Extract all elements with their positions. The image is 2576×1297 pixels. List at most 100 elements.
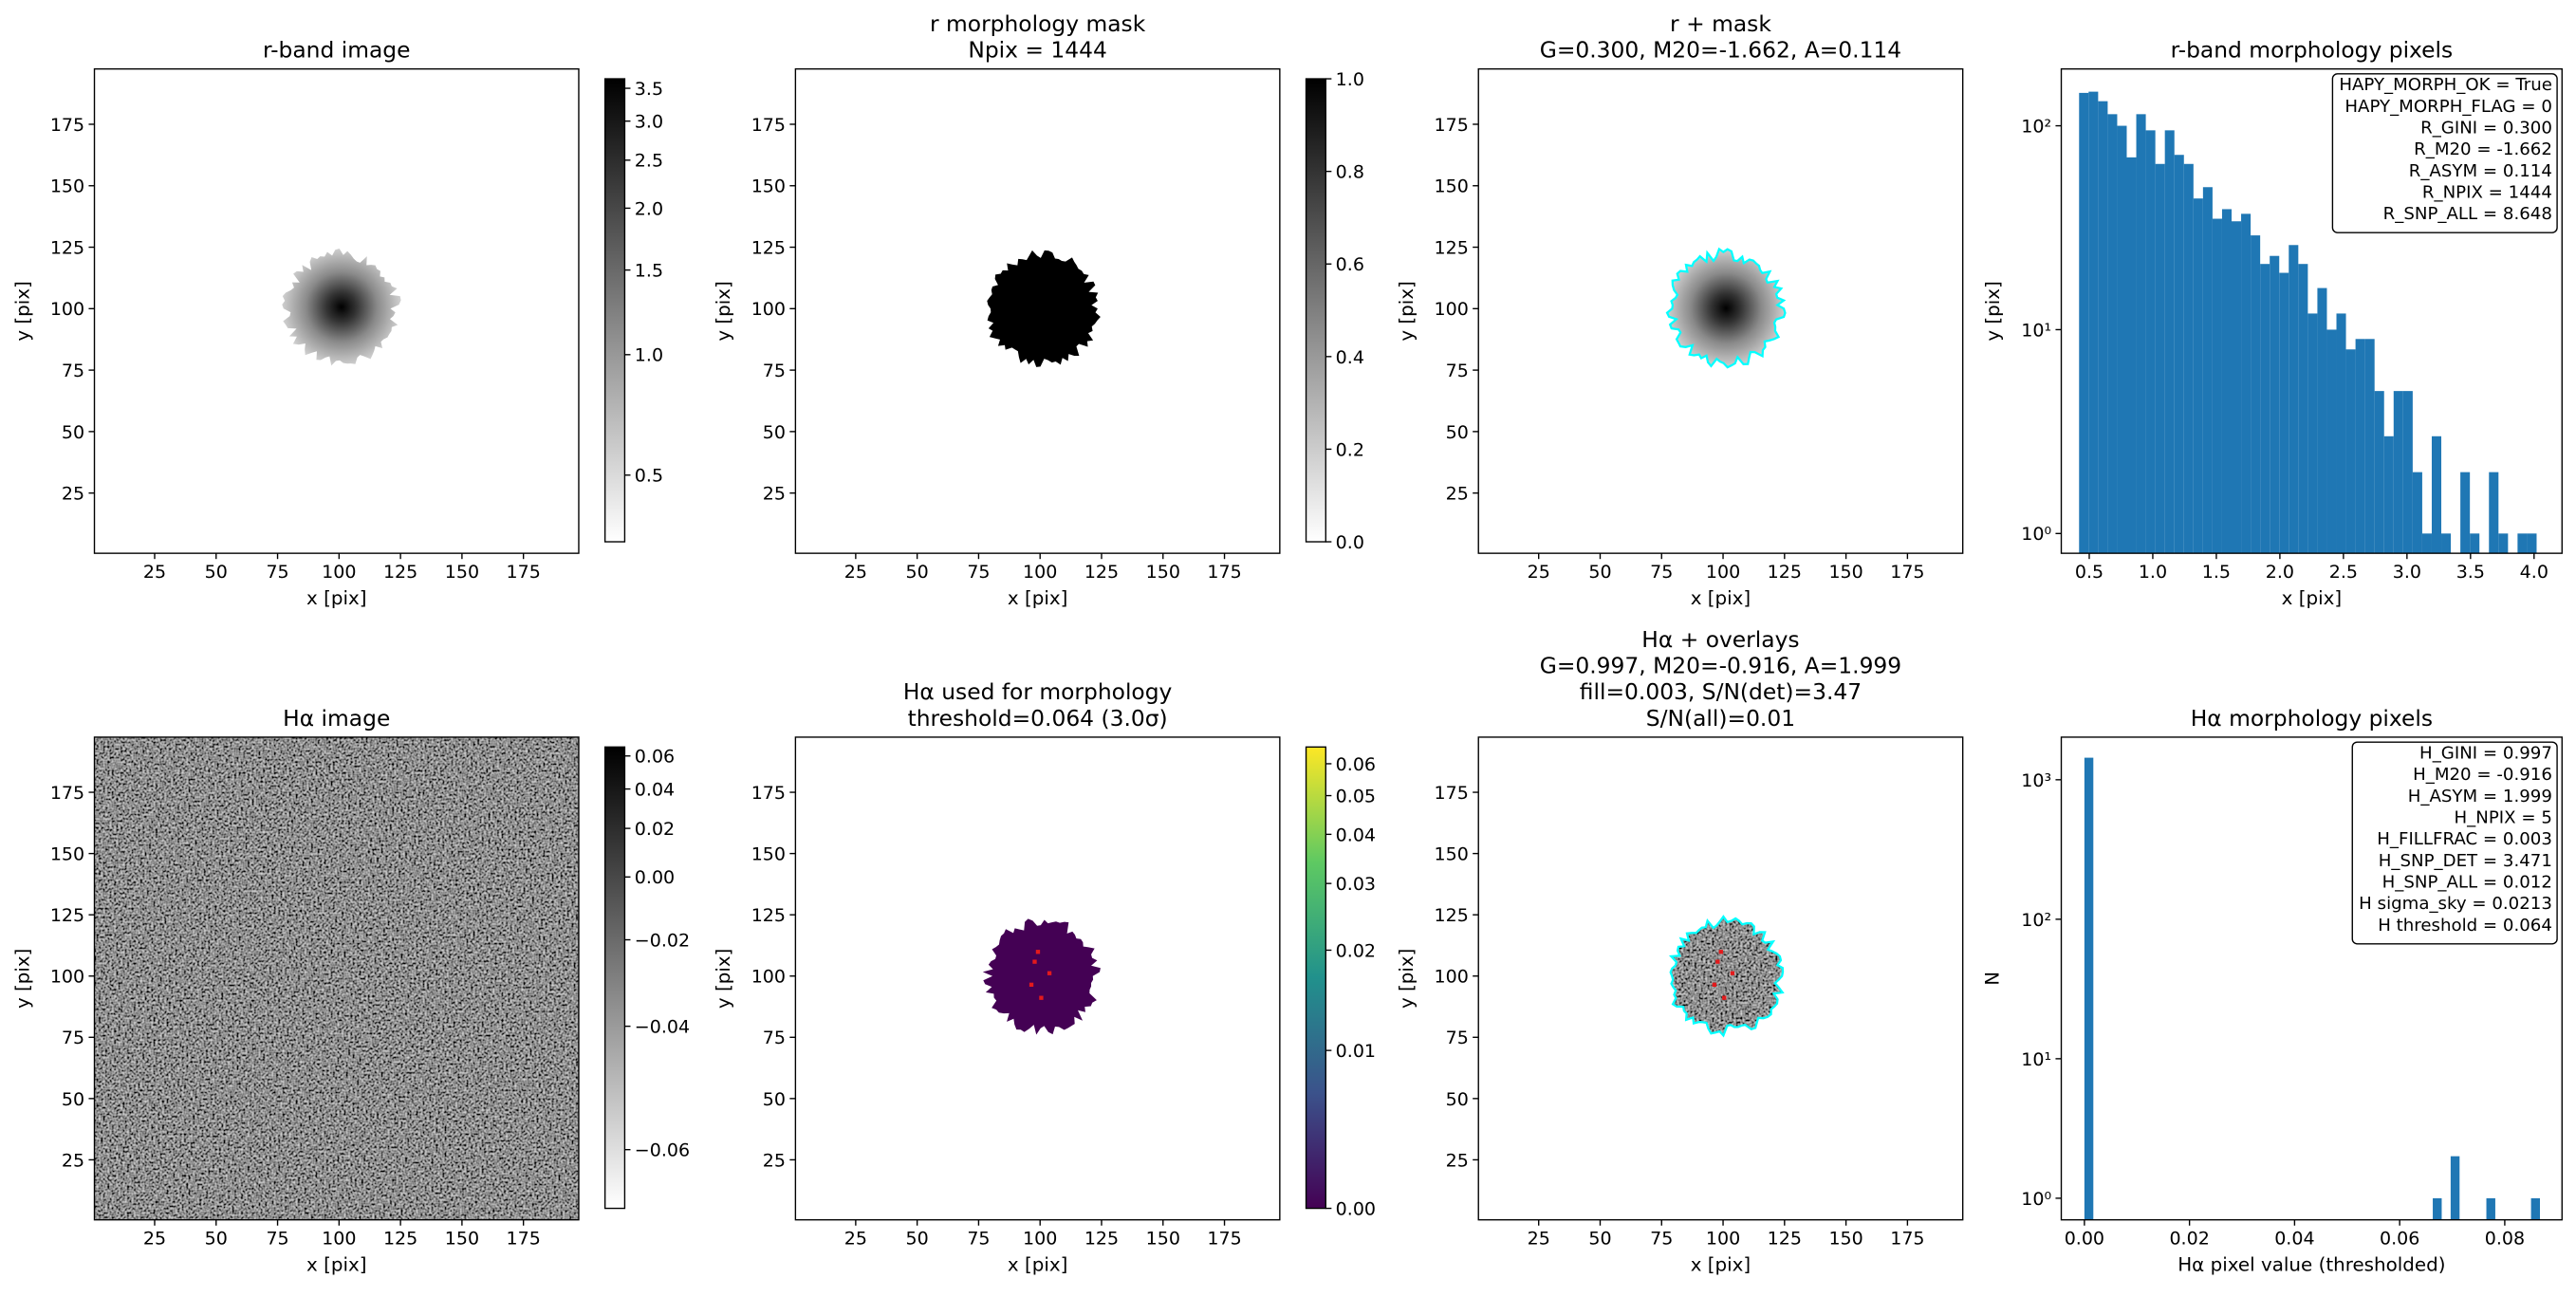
mask-image (982, 918, 1101, 1035)
plot-area (2084, 757, 2541, 1220)
y-tick-label: 25 (62, 1150, 84, 1171)
x-tick-label: 100 (1706, 562, 1740, 583)
x-tick-label: 50 (205, 562, 228, 583)
hist-bar (2498, 533, 2509, 554)
stats-line: R_SNP_ALL = 8.648 (2383, 204, 2552, 224)
x-tick-label: 100 (322, 562, 356, 583)
x-tick-label: 125 (1768, 1229, 1802, 1250)
highlight-pixel (1047, 971, 1052, 975)
panel: 25 50 75 100 125 150 175 25 50 75 100 125 150 175 Hα i… (11, 705, 690, 1275)
x-tick-label: 0.02 (2169, 1229, 2209, 1250)
x-tick-label: 175 (1207, 562, 1241, 583)
colorbar-tick-label: 2.0 (635, 198, 663, 219)
colorbar-tick-label: 0.04 (1336, 825, 1376, 845)
hist-bar (2126, 157, 2137, 554)
plot-area (1668, 915, 1785, 1038)
highlight-pixel (1715, 959, 1720, 964)
colorbar-tick-label: 0.00 (635, 867, 675, 888)
x-tick-label: 75 (967, 562, 990, 583)
y-tick-label: 175 (1435, 115, 1469, 136)
axes-frame (93, 736, 580, 1221)
colorbar-tick-label: 0.00 (1336, 1198, 1376, 1219)
y-tick-label: 125 (751, 905, 786, 926)
hist-bar (2183, 163, 2194, 554)
hist-bar (2084, 757, 2094, 1220)
x-tick-label: 175 (507, 1229, 541, 1250)
x-axis-label: x [pix] (1691, 587, 1751, 609)
x-tick-label: 1.0 (2139, 562, 2167, 583)
y-tick-label: 175 (751, 115, 786, 136)
hist-bar (2289, 245, 2299, 554)
hist-bar (2164, 130, 2175, 554)
y-tick-label: 75 (1446, 361, 1469, 381)
y-tick-label: 150 (751, 844, 786, 865)
hist-bar (2155, 163, 2165, 554)
axes-frame (93, 67, 580, 554)
colorbar-tick-label: 0.2 (1336, 439, 1364, 460)
axes-frame (1477, 67, 1964, 554)
y-tick-label: 10² (2021, 116, 2051, 137)
hist-bar (2470, 533, 2480, 554)
panel: 25 50 75 100 125 150 175 25 50 75 100 125 150 175 Hα u… (713, 678, 1376, 1275)
x-tick-label: 75 (1650, 562, 1673, 583)
y-tick-label: 10⁰ (2021, 1189, 2051, 1210)
hist-bar (2383, 435, 2394, 554)
x-tick-label: 50 (205, 1229, 228, 1250)
colorbar-tick-label: 0.06 (1336, 754, 1376, 775)
hist-bar (2241, 213, 2252, 554)
source-image (282, 248, 401, 366)
stats-line: H_NPIX = 5 (2455, 807, 2552, 827)
hist-bar (2232, 221, 2242, 554)
y-tick-label: 100 (751, 967, 786, 988)
y-tick-label: 125 (1435, 237, 1469, 258)
colorbar-tick-label: 1.5 (635, 261, 663, 282)
colorbar-tick-label: 3.0 (635, 112, 663, 133)
x-tick-label: 125 (1084, 1229, 1119, 1250)
colorbar-tick-label: 2.5 (635, 151, 663, 172)
colorbar-tick-label: 0.5 (635, 466, 663, 487)
panel: 25 50 75 100 125 150 175 25 50 75 100 125 150 175 r mo… (713, 10, 1364, 609)
panel: 25 50 75 100 125 150 175 25 50 75 100 125 150 175 r-ba… (11, 37, 663, 609)
x-tick-label: 50 (906, 1229, 929, 1250)
colorbar-tick-label: 0.4 (1336, 347, 1364, 368)
stats-line: HAPY_MORPH_FLAG = 0 (2344, 97, 2551, 117)
x-tick-label: 175 (1890, 1229, 1924, 1250)
colorbar-tick-label: 0.0 (1336, 532, 1364, 553)
chart-title: Hα image (283, 705, 390, 732)
hist-bar (2298, 264, 2308, 554)
x-tick-label: 75 (1650, 1229, 1673, 1250)
hist-bar (2107, 114, 2118, 554)
y-tick-label: 50 (763, 1089, 786, 1110)
x-tick-label: 100 (1023, 562, 1057, 583)
plot-area (94, 736, 579, 1220)
y-tick-label: 75 (763, 361, 786, 381)
y-tick-label: 25 (763, 1150, 786, 1171)
colorbar-tick-label: 0.06 (635, 747, 675, 768)
hist-bar (2221, 209, 2233, 554)
hist-bar (2117, 125, 2127, 554)
x-tick-label: 125 (1084, 562, 1119, 583)
hist-bar (2251, 235, 2261, 554)
highlight-pixel (1718, 950, 1723, 954)
stats-line: H sigma_sky = 0.0213 (2359, 894, 2552, 914)
x-axis-label: x [pix] (1008, 1253, 1068, 1275)
hist-bar (2145, 130, 2156, 554)
colorbar-tick-label: −0.02 (635, 930, 690, 951)
x-tick-label: 100 (1023, 1229, 1057, 1250)
y-axis-label: y [pix] (1982, 281, 2004, 342)
plot-area (1665, 247, 1787, 369)
colorbar-tick-label: 0.04 (635, 780, 675, 801)
x-tick-label: 150 (1146, 562, 1180, 583)
colorbar-tick-label: 3.5 (635, 79, 663, 100)
x-axis-label: x [pix] (2282, 587, 2343, 609)
stats-line: H threshold = 0.064 (2378, 916, 2552, 936)
x-tick-label: 25 (844, 1229, 867, 1250)
stats-line: H_ASYM = 1.999 (2408, 787, 2552, 806)
stats-line: H_FILLFRAC = 0.003 (2377, 829, 2552, 849)
x-tick-label: 2.0 (2266, 562, 2294, 583)
x-tick-label: 75 (266, 562, 288, 583)
stats-line: H_SNP_ALL = 0.012 (2382, 872, 2552, 892)
hist-bar (2355, 339, 2365, 554)
hist-bar (2460, 472, 2471, 554)
